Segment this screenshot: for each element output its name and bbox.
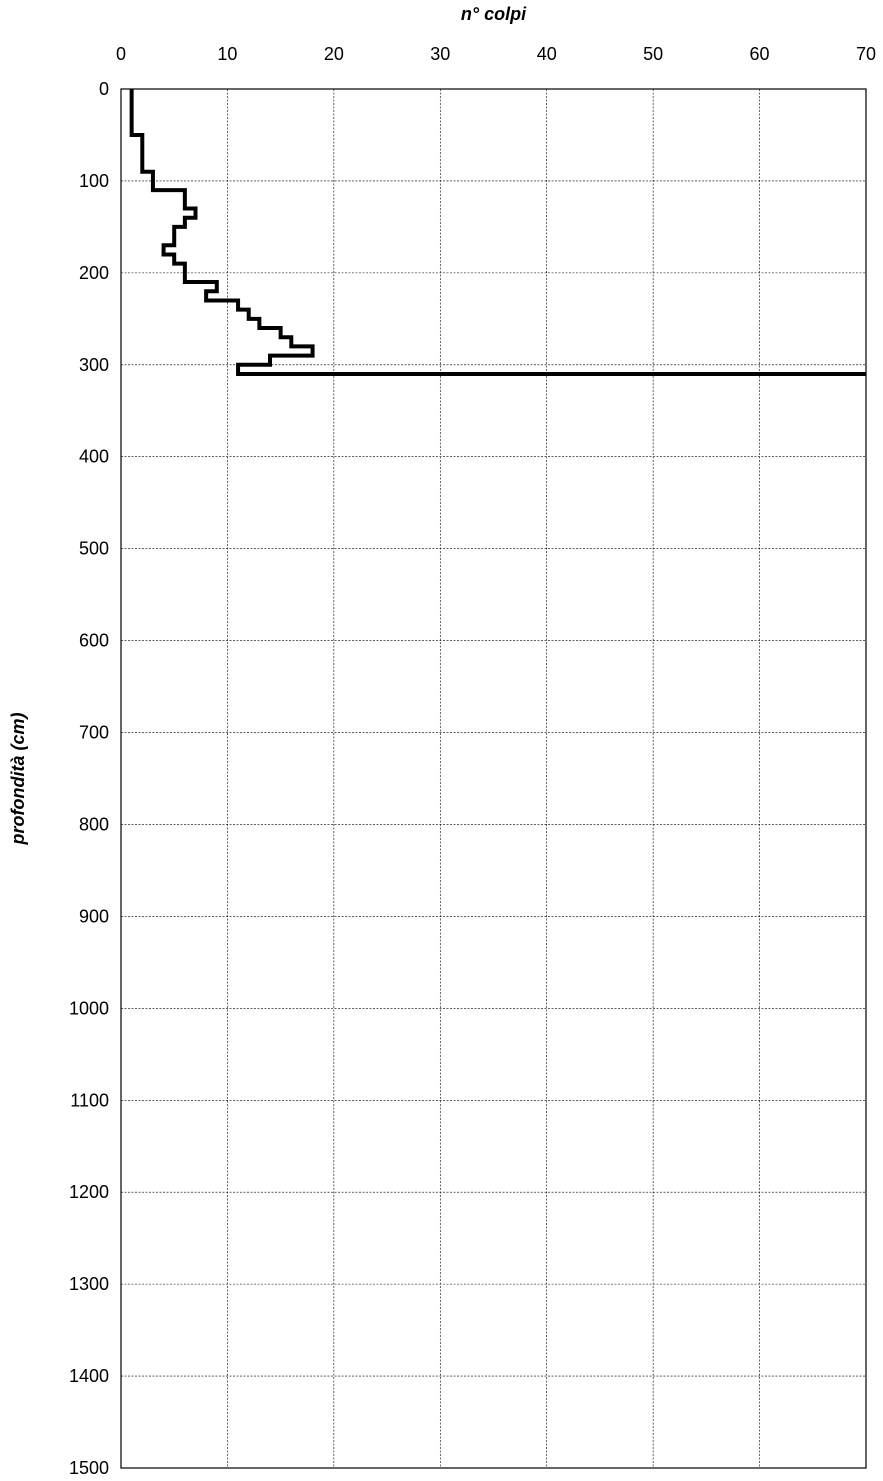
y-tick-label: 700: [79, 723, 109, 743]
y-tick-label: 1400: [69, 1366, 109, 1386]
x-axis: 0 10 20 30 40 50 60 70: [116, 44, 876, 64]
y-tick-label: 400: [79, 447, 109, 467]
y-axis: 0 100 200 300 400 500 600 700 800 900 1000 1100 1200…: [69, 79, 109, 1478]
y-tick-label: 900: [79, 906, 109, 926]
blow-count-line: [129, 89, 866, 376]
x-axis-title: n° colpi: [461, 4, 527, 24]
y-axis-title: profondità (cm): [8, 713, 28, 846]
y-tick-label: 600: [79, 631, 109, 651]
y-tick-label: 1100: [70, 1090, 109, 1110]
x-tick-label: 10: [217, 44, 237, 64]
y-tick-label: 1500: [69, 1458, 109, 1478]
y-tick-label: 1300: [69, 1274, 109, 1294]
x-tick-label: 50: [643, 44, 663, 64]
x-tick-label: 60: [750, 44, 770, 64]
x-tick-label: 40: [537, 44, 557, 64]
y-tick-label: 1200: [69, 1182, 109, 1202]
x-tick-label: 0: [116, 44, 126, 64]
y-tick-label: 100: [79, 171, 109, 191]
y-tick-label: 200: [79, 263, 109, 283]
x-tick-label: 70: [856, 44, 876, 64]
y-tick-label: 500: [79, 539, 109, 559]
y-tick-label: 300: [79, 355, 109, 375]
grid: [121, 89, 866, 1468]
plot-area: [120, 88, 867, 1469]
y-tick-label: 800: [79, 814, 109, 834]
x-tick-label: 20: [324, 44, 344, 64]
y-tick-label: 1000: [69, 998, 109, 1018]
x-tick-label: 30: [430, 44, 450, 64]
y-tick-label: 0: [99, 79, 109, 99]
